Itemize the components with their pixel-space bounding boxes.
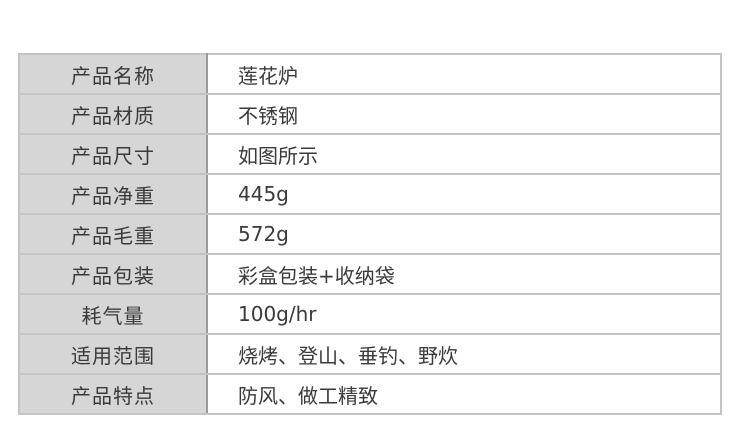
spec-label: 耗气量 (18, 293, 208, 335)
product-spec-table: 产品名称 莲花炉 产品材质 不锈钢 产品尺寸 如图所示 产品净重 445g 产品毛重 572g 产品… (18, 53, 722, 415)
spec-row: 产品毛重 572g (18, 213, 722, 255)
spec-row: 产品包装 彩盒包装+收纳袋 (18, 253, 722, 295)
spec-label: 产品特点 (18, 373, 208, 415)
spec-value: 如图所示 (206, 133, 722, 175)
spec-row: 产品材质 不锈钢 (18, 93, 722, 135)
spec-value: 烧烤、登山、垂钓、野炊 (206, 333, 722, 375)
spec-row: 产品尺寸 如图所示 (18, 133, 722, 175)
spec-row: 产品特点 防风、做工精致 (18, 373, 722, 415)
spec-label: 适用范围 (18, 333, 208, 375)
spec-value: 572g (206, 213, 722, 255)
spec-label: 产品名称 (18, 53, 208, 95)
spec-value: 防风、做工精致 (206, 373, 722, 415)
spec-label: 产品毛重 (18, 213, 208, 255)
spec-label: 产品包装 (18, 253, 208, 295)
spec-value: 不锈钢 (206, 93, 722, 135)
spec-row: 适用范围 烧烤、登山、垂钓、野炊 (18, 333, 722, 375)
spec-label: 产品尺寸 (18, 133, 208, 175)
spec-row: 产品净重 445g (18, 173, 722, 215)
spec-value: 莲花炉 (206, 53, 722, 95)
spec-value: 445g (206, 173, 722, 215)
spec-row: 耗气量 100g/hr (18, 293, 722, 335)
spec-value: 100g/hr (206, 293, 722, 335)
spec-label: 产品材质 (18, 93, 208, 135)
spec-label: 产品净重 (18, 173, 208, 215)
spec-value: 彩盒包装+收纳袋 (206, 253, 722, 295)
spec-row: 产品名称 莲花炉 (18, 53, 722, 95)
